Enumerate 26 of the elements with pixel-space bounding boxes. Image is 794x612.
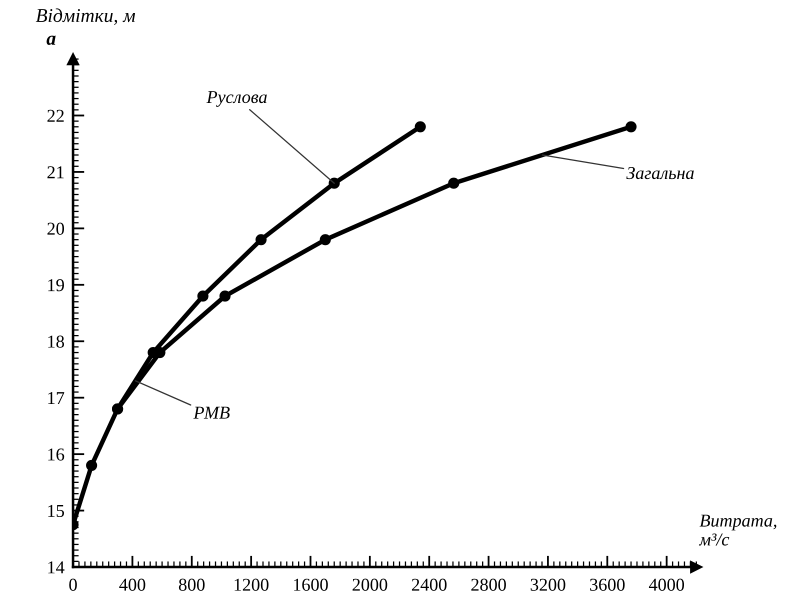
text: a: [46, 36, 56, 45]
y-tick-label: 14: [48, 561, 64, 574]
y-axis-title: Відмітки, м: [36, 8, 136, 25]
y-tick-label: 22: [47, 110, 64, 122]
y-tick-label: 15: [48, 504, 64, 518]
y-tick-label: 17: [48, 392, 64, 404]
x-tick-label: 400: [119, 578, 146, 591]
x-tick-label: 1200: [234, 578, 268, 591]
y-tick-label: 16: [48, 448, 64, 461]
y-tick-label: 21: [47, 166, 64, 178]
series-label: Загальна: [626, 166, 694, 180]
annotation: РМВ: [193, 406, 230, 419]
x-tick-label: 1600: [294, 578, 328, 591]
x-tick-label: 2000: [352, 578, 388, 591]
x-tick-label: 0: [69, 578, 77, 591]
x-tick-label: 800: [178, 578, 205, 591]
x-tick-label: 4000: [648, 578, 684, 591]
y-tick-label: 18: [48, 336, 64, 348]
x-tick-label: 2400: [412, 578, 447, 591]
x-tick-label: 2800: [471, 578, 506, 591]
text: Руслова: [206, 91, 267, 107]
x-tick-label: 3600: [590, 578, 625, 591]
y-tick-label: 19: [48, 279, 64, 292]
x-tick-label: 3200: [530, 578, 566, 591]
x-axis-title: Витрата, м³/с: [698, 514, 776, 546]
y-tick-label: 20: [47, 222, 64, 235]
